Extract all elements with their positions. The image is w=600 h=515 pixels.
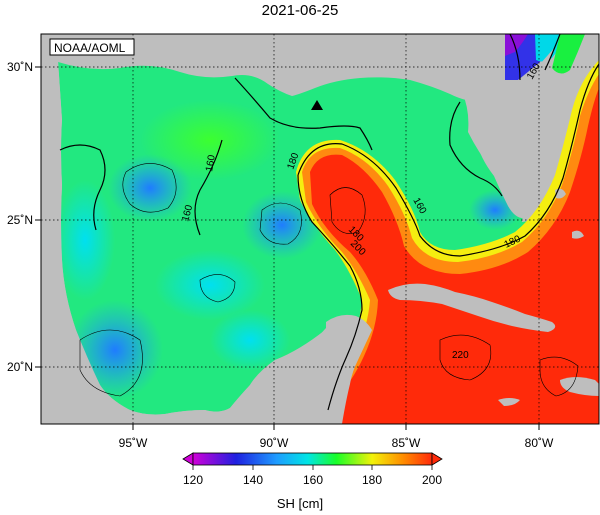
colorbar-right-arrow	[431, 452, 443, 466]
colorbar-tick: 200	[422, 473, 442, 487]
florida	[466, 46, 556, 219]
map-area	[41, 34, 599, 424]
colorbar-tick: 140	[243, 473, 263, 487]
contour-180-north	[234, 77, 373, 151]
low-central	[242, 191, 322, 259]
lon-label: 95˚W	[119, 436, 148, 450]
colorbar: 120 140 160 180 200	[182, 452, 443, 487]
contour-160-atl	[509, 34, 521, 81]
contour-180-loop-west	[297, 174, 363, 411]
lat-label: 25˚N	[7, 213, 33, 227]
contour-160-nw	[59, 144, 106, 231]
atlantic-low-core	[505, 34, 528, 56]
contour-180-loop-outer	[297, 63, 599, 257]
mexico	[41, 60, 372, 424]
lon-label: 90˚W	[260, 436, 289, 450]
bahamas	[555, 188, 584, 239]
low-center-south	[210, 310, 290, 370]
colorbar-tick: 120	[183, 473, 203, 487]
contour-160-atl2	[544, 34, 561, 71]
colorbar-body	[192, 452, 433, 466]
colorbar-left-arrow	[182, 452, 194, 466]
credit-box	[49, 38, 135, 56]
station-triangle-marker	[311, 100, 323, 110]
credit-label: NOAA/AOML	[54, 41, 126, 55]
lon-label: 80˚W	[525, 436, 554, 450]
atlantic-green	[552, 34, 585, 74]
low-south-mid	[155, 250, 265, 320]
contour-label: 220	[452, 350, 469, 361]
low-west-coast	[55, 180, 115, 300]
graticule	[41, 34, 599, 424]
lon-label: 85˚W	[392, 436, 421, 450]
colorbar-label: SH [cm]	[276, 496, 324, 511]
map-title: 2021-06-25	[261, 2, 339, 19]
lat-label: 20˚N	[7, 360, 33, 374]
hispaniola	[560, 377, 599, 396]
contour-160-mid	[194, 139, 223, 236]
colorbar-tick: 180	[362, 473, 382, 487]
colorbar-tick: 160	[303, 473, 323, 487]
axis-ticks	[35, 66, 540, 430]
map-frame	[40, 33, 600, 425]
contours	[59, 34, 599, 411]
contour-label: 160	[180, 203, 195, 222]
contour-label: 160	[204, 154, 218, 173]
high-green-center	[140, 100, 280, 180]
cuba	[388, 283, 556, 332]
minor-contours	[79, 163, 579, 397]
jamaica	[498, 398, 520, 406]
contour-180-east	[449, 101, 503, 197]
loop-current-red	[310, 88, 599, 424]
lat-label: 30˚N	[7, 60, 33, 74]
